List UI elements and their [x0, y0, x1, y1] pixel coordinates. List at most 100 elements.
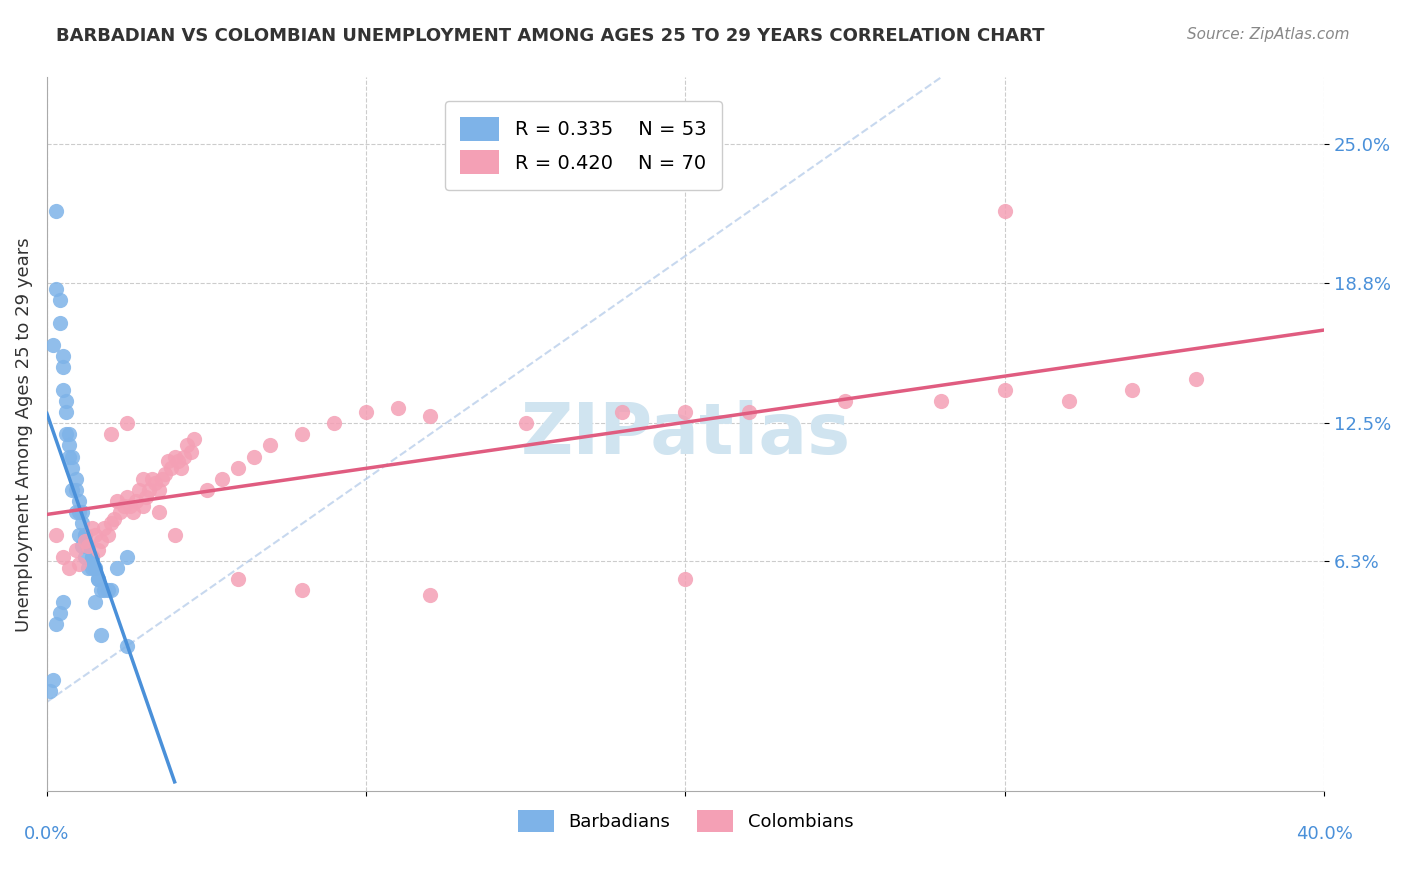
Point — [354, 405, 377, 419]
Point — [58, 450, 80, 464]
Point — [67, 557, 90, 571]
Point — [148, 505, 170, 519]
Point — [163, 450, 186, 464]
Point — [77, 539, 100, 553]
Point — [45, 616, 67, 631]
Point — [211, 472, 233, 486]
Point — [994, 204, 1017, 219]
Point — [52, 360, 75, 375]
Text: 40.0%: 40.0% — [1295, 824, 1353, 843]
Point — [67, 505, 90, 519]
Point — [90, 628, 112, 642]
Point — [173, 450, 195, 464]
Point — [195, 483, 218, 497]
Point — [183, 432, 205, 446]
Point — [55, 393, 77, 408]
Point — [65, 543, 87, 558]
Point — [176, 438, 198, 452]
Point — [115, 549, 138, 564]
Point — [150, 472, 173, 486]
Point — [112, 499, 135, 513]
Point — [39, 683, 62, 698]
Point — [135, 490, 157, 504]
Point — [115, 639, 138, 653]
Point — [228, 460, 250, 475]
Point — [105, 494, 128, 508]
Point — [291, 583, 314, 598]
Point — [58, 427, 80, 442]
Point — [52, 594, 75, 608]
Point — [115, 416, 138, 430]
Point — [515, 416, 537, 430]
Point — [77, 539, 100, 553]
Point — [65, 472, 87, 486]
Point — [48, 606, 70, 620]
Point — [80, 521, 103, 535]
Point — [52, 549, 75, 564]
Point — [122, 505, 145, 519]
Point — [83, 561, 105, 575]
Point — [42, 338, 65, 352]
Point — [131, 472, 153, 486]
Point — [90, 534, 112, 549]
Point — [115, 490, 138, 504]
Point — [65, 505, 87, 519]
Point — [675, 572, 697, 586]
Point — [77, 561, 100, 575]
Point — [45, 527, 67, 541]
Point — [125, 494, 148, 508]
Point — [87, 572, 110, 586]
Point — [157, 454, 180, 468]
Point — [75, 534, 97, 549]
Point — [52, 383, 75, 397]
Point — [80, 561, 103, 575]
Point — [103, 512, 125, 526]
Point — [83, 561, 105, 575]
Point — [75, 527, 97, 541]
Point — [75, 527, 97, 541]
Point — [1057, 393, 1080, 408]
Point — [323, 416, 346, 430]
Point — [131, 499, 153, 513]
Point — [387, 401, 409, 415]
Point — [80, 549, 103, 564]
Point — [118, 499, 141, 513]
Point — [228, 572, 250, 586]
Point — [148, 483, 170, 497]
Point — [929, 393, 952, 408]
Point — [138, 483, 160, 497]
Point — [83, 594, 105, 608]
Point — [419, 588, 441, 602]
Y-axis label: Unemployment Among Ages 25 to 29 years: Unemployment Among Ages 25 to 29 years — [15, 237, 32, 632]
Point — [153, 467, 176, 482]
Point — [70, 516, 93, 531]
Point — [1121, 383, 1143, 397]
Point — [93, 583, 115, 598]
Point — [48, 293, 70, 308]
Point — [1185, 371, 1208, 385]
Point — [42, 673, 65, 687]
Point — [58, 438, 80, 452]
Point — [87, 543, 110, 558]
Text: ZIPatlas: ZIPatlas — [520, 400, 851, 469]
Point — [45, 204, 67, 219]
Point — [110, 505, 132, 519]
Point — [87, 572, 110, 586]
Point — [96, 527, 118, 541]
Point — [100, 427, 122, 442]
Point — [75, 549, 97, 564]
Point — [65, 483, 87, 497]
Point — [48, 316, 70, 330]
Point — [55, 405, 77, 419]
Point — [67, 527, 90, 541]
Point — [166, 454, 188, 468]
Point — [419, 409, 441, 424]
Point — [180, 445, 202, 459]
Point — [77, 539, 100, 553]
Point — [100, 516, 122, 531]
Point — [675, 405, 697, 419]
Point — [160, 460, 183, 475]
Point — [610, 405, 633, 419]
Point — [170, 460, 193, 475]
Text: 0.0%: 0.0% — [24, 824, 69, 843]
